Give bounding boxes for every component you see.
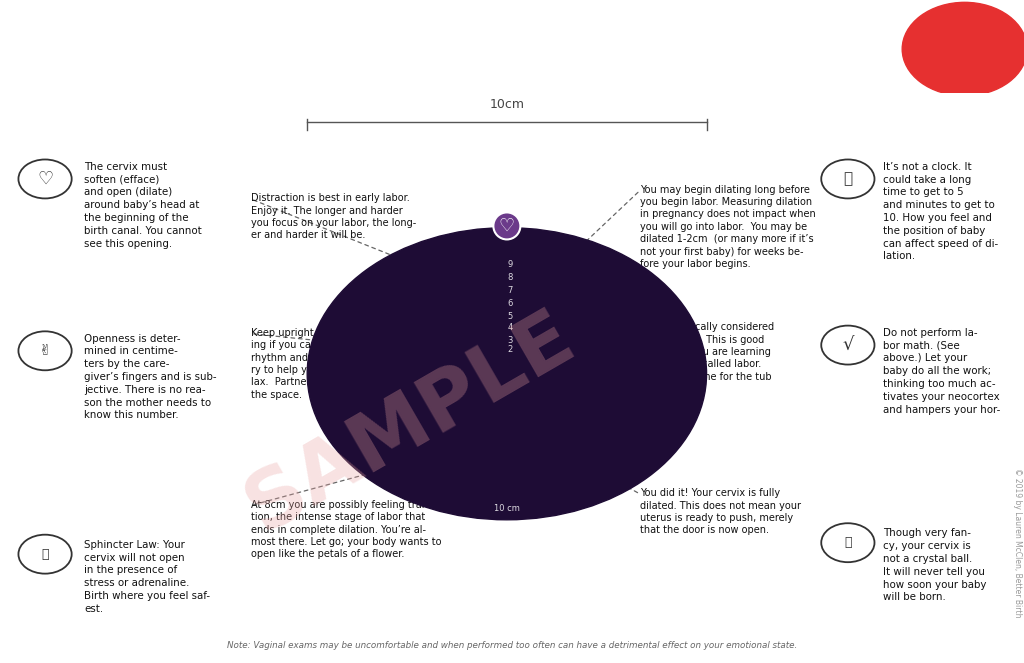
Text: Distraction is best in early labor.
Enjoy it. The longer and harder
you focus on: Distraction is best in early labor. Enjo… — [251, 194, 416, 241]
Text: ♡: ♡ — [37, 170, 53, 188]
Ellipse shape — [821, 326, 874, 365]
Ellipse shape — [467, 345, 547, 403]
Text: At 8cm you are possibly feeling transi-
tion, the intense stage of labor that
en: At 8cm you are possibly feeling transi- … — [251, 500, 441, 560]
Ellipse shape — [307, 227, 707, 520]
Text: 4: 4 — [507, 324, 513, 332]
Circle shape — [902, 3, 1024, 96]
Circle shape — [938, 29, 991, 69]
Text: 5: 5 — [507, 312, 513, 321]
Circle shape — [926, 20, 1004, 78]
Ellipse shape — [18, 332, 72, 370]
Ellipse shape — [487, 359, 526, 389]
Text: You may begin dilating long before
you begin labor. Measuring dilation
in pregna: You may begin dilating long before you b… — [640, 185, 816, 269]
Text: SAMPLE: SAMPLE — [231, 297, 588, 548]
Text: Note: Vaginal exams may be uncomfortable and when performed too often can have a: Note: Vaginal exams may be uncomfortable… — [227, 641, 797, 650]
Circle shape — [920, 16, 1010, 82]
Text: © 2019 by Lauren McClen, Better Birth: © 2019 by Lauren McClen, Better Birth — [1013, 467, 1022, 617]
Text: Guide to Cervical Dilation: Guide to Cervical Dilation — [31, 17, 911, 76]
Ellipse shape — [407, 301, 606, 447]
Ellipse shape — [427, 316, 587, 432]
Circle shape — [932, 25, 997, 74]
Ellipse shape — [18, 534, 72, 573]
Text: 10cm: 10cm — [489, 98, 524, 111]
Ellipse shape — [387, 286, 627, 461]
Text: 6cm is clinically considered
active labor.  This is good
progress!  You are lear: 6cm is clinically considered active labo… — [640, 322, 774, 394]
Ellipse shape — [367, 271, 647, 476]
Ellipse shape — [347, 257, 667, 491]
Text: ♡: ♡ — [499, 217, 515, 235]
Text: Do not perform la-
bor math. (See
above.) Let your
baby do all the work;
thinkin: Do not perform la- bor math. (See above.… — [883, 328, 1000, 414]
Ellipse shape — [446, 330, 567, 418]
Text: 🔨: 🔨 — [41, 548, 49, 561]
Text: ✌: ✌ — [39, 343, 51, 358]
Circle shape — [955, 42, 974, 56]
Ellipse shape — [328, 242, 686, 505]
Text: 10 cm: 10 cm — [494, 504, 520, 512]
Text: Openness is deter-
mined in centime-
ters by the care-
giver’s fingers and is su: Openness is deter- mined in centime- ter… — [84, 333, 217, 420]
Ellipse shape — [821, 523, 874, 562]
Ellipse shape — [18, 160, 72, 198]
Text: The cervix must
soften (efface)
and open (dilate)
around baby’s head at
the begi: The cervix must soften (efface) and open… — [84, 162, 202, 249]
Text: Sphincter Law: Your
cervix will not open
in the presence of
stress or adrenaline: Sphincter Law: Your cervix will not open… — [84, 540, 210, 614]
Text: 🔮: 🔮 — [844, 536, 852, 549]
Text: 7: 7 — [507, 286, 513, 295]
Text: 2: 2 — [507, 345, 513, 353]
Text: 6: 6 — [507, 299, 513, 308]
Circle shape — [944, 33, 985, 65]
Text: 🕐: 🕐 — [844, 172, 852, 186]
Text: You did it! Your cervix is fully
dilated. This does not mean your
uterus is read: You did it! Your cervix is fully dilated… — [640, 488, 801, 536]
Text: √: √ — [842, 336, 854, 354]
Circle shape — [908, 7, 1021, 91]
Text: Though very fan-
cy, your cervix is
not a crystal ball.
It will never tell you
h: Though very fan- cy, your cervix is not … — [883, 528, 986, 603]
Text: 3: 3 — [507, 335, 513, 345]
Ellipse shape — [821, 160, 874, 198]
Text: 9: 9 — [507, 259, 513, 269]
Text: Keep upright and mov-
ing if you can. Find your
rhythm and use image-
ry to help: Keep upright and mov- ing if you can. Fi… — [251, 328, 369, 400]
Circle shape — [949, 38, 980, 60]
Circle shape — [914, 11, 1015, 87]
Text: 8: 8 — [507, 273, 513, 282]
Text: It’s not a clock. It
could take a long
time to get to 5
and minutes to get to
10: It’s not a clock. It could take a long t… — [883, 162, 998, 261]
